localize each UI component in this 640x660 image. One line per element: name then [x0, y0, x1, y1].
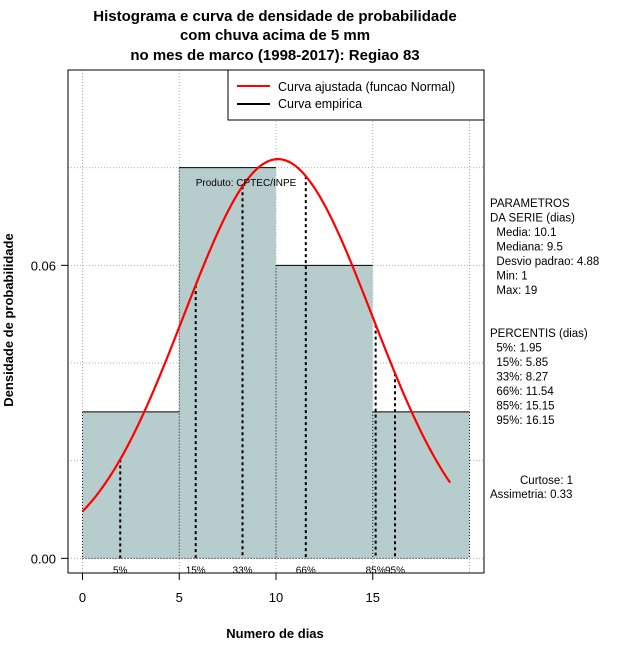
x-tick-label-2: 10	[269, 590, 283, 605]
chart-title-line-2: com chuva acima de 5 mm	[180, 27, 370, 44]
percentis-line-3: 33%: 8.27	[490, 372, 548, 384]
percentis-line-1: 5%: 1.95	[490, 343, 542, 355]
histogram-bar-3	[372, 411, 470, 559]
legend: Curva ajustada (funcao Normal) Curva emp…	[227, 69, 485, 121]
percentile-label-4: 85%	[366, 565, 386, 576]
histogram-bar-1	[179, 167, 276, 559]
parametros-panel: PARAMETROS DA SERIE (dias) Media: 10.1 Me…	[490, 198, 599, 297]
percentis-line-0: PERCENTIS (dias)	[490, 328, 588, 340]
percentile-labels: 5% 15% 33% 66% 85% 95%	[113, 565, 405, 576]
x-tick-label-3: 15	[366, 590, 380, 605]
parametros-line-5: Min: 1	[490, 271, 528, 283]
legend-label-fitted: Curva ajustada (funcao Normal)	[278, 80, 455, 94]
legend-label-empirical: Curva empirica	[278, 97, 362, 111]
parametros-line-0: PARAMETROS	[490, 198, 570, 210]
x-axis-label: Numero de dias	[226, 626, 324, 641]
percentile-label-1: 15%	[186, 565, 206, 576]
chart-title-line-3: no mes de marco (1998-2017): Regiao 83	[130, 47, 419, 64]
percentile-label-3: 66%	[296, 565, 316, 576]
product-annotation: Produto: CPTEC/INPE	[196, 178, 297, 189]
parametros-line-1: DA SERIE (dias)	[490, 213, 575, 225]
parametros-line-6: Max: 19	[490, 285, 537, 297]
percentile-label-0: 5%	[113, 565, 128, 576]
percentile-lines	[119, 176, 396, 559]
histogram-bar-0	[82, 411, 180, 559]
curtose-text: Curtose: 1	[520, 475, 573, 487]
percentile-label-5: 95%	[385, 565, 405, 576]
percentis-line-5: 85%: 15.15	[490, 401, 555, 413]
percentis-line-6: 95%: 16.15	[490, 415, 555, 427]
normal-curve-path	[81, 158, 452, 513]
percentis-line-4: 66%: 11.54	[490, 386, 554, 398]
y-tick-label-0: 0.00	[31, 551, 56, 566]
chart-title-line-1: Histograma e curva de densidade de proba…	[93, 8, 456, 25]
histogram-bar-2	[276, 265, 373, 559]
percentis-line-2: 15%: 5.85	[490, 357, 548, 369]
parametros-line-4: Desvio padrao: 4.88	[490, 256, 599, 268]
percentile-label-2: 33%	[233, 565, 253, 576]
x-tick-label-1: 5	[176, 590, 183, 605]
legend-box	[227, 69, 485, 121]
x-tick-label-0: 0	[79, 590, 86, 605]
assimetria-text: Assimetria: 0.33	[490, 489, 572, 501]
y-tick-label-1: 0.06	[31, 258, 56, 273]
normal-curve	[81, 158, 452, 513]
parametros-line-3: Mediana: 9.5	[490, 242, 563, 254]
histogram-bars	[82, 167, 470, 559]
axes: 0 5 10 15 0.00 0.06	[31, 258, 380, 605]
percentis-panel: PERCENTIS (dias) 5%: 1.95 15%: 5.85 33%:…	[490, 328, 588, 427]
parametros-line-2: Media: 10.1	[490, 227, 556, 239]
y-axis-label: Densidade de probabilidade	[1, 233, 16, 406]
